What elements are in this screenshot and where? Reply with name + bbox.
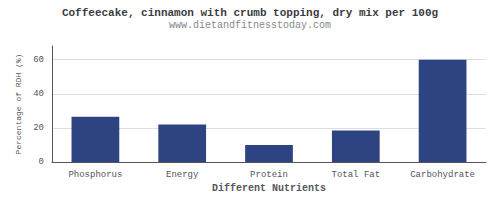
svg-text:Energy: Energy <box>166 170 199 180</box>
svg-text:40: 40 <box>33 89 44 99</box>
svg-text:www.dietandfitnesstoday.com: www.dietandfitnesstoday.com <box>169 20 331 31</box>
svg-text:0: 0 <box>39 157 44 167</box>
svg-text:Carbohydrate: Carbohydrate <box>410 170 475 180</box>
svg-text:60: 60 <box>33 55 44 65</box>
svg-text:Phosphorus: Phosphorus <box>68 170 122 180</box>
svg-text:Different Nutrients: Different Nutrients <box>212 183 326 194</box>
svg-text:Protein: Protein <box>250 170 288 180</box>
svg-text:Percentage of RDH (%): Percentage of RDH (%) <box>14 54 23 155</box>
svg-text:Total Fat: Total Fat <box>331 170 380 180</box>
svg-text:Coffeecake, cinnamon with crum: Coffeecake, cinnamon with crumb topping,… <box>62 7 438 19</box>
svg-text:20: 20 <box>33 123 44 133</box>
